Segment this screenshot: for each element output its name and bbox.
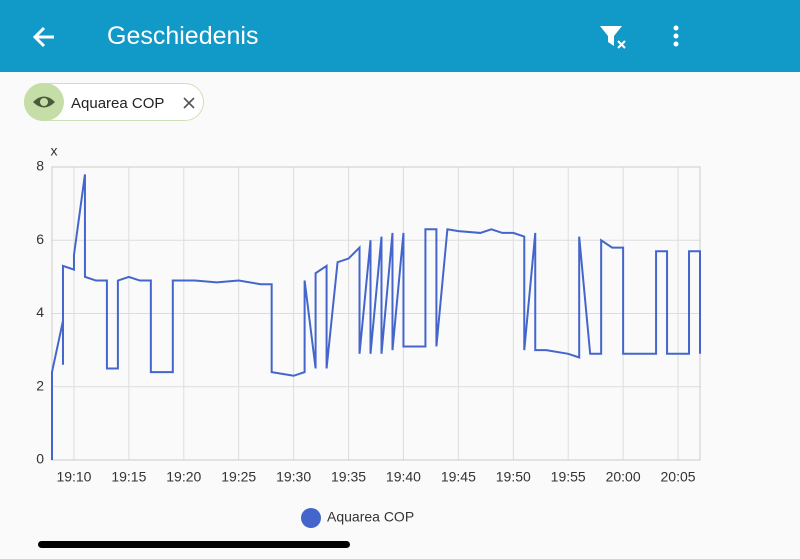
- title: Geschiedenis: [107, 22, 259, 50]
- back-button[interactable]: [32, 26, 54, 48]
- data-line: [51, 174, 701, 460]
- x-tick-label: 19:40: [386, 469, 421, 485]
- app-bar-icons: [32, 25, 679, 49]
- y-tick-label: 6: [36, 231, 44, 247]
- x-tick-label: 20:00: [606, 469, 641, 485]
- x-tick-label: 19:45: [441, 469, 476, 485]
- x-tick-label: 19:10: [56, 469, 91, 485]
- legend-label: Aquarea COP: [327, 509, 414, 525]
- x-tick-label: 19:35: [331, 469, 366, 485]
- x-tick-label: 20:05: [661, 469, 696, 485]
- filter-chip[interactable]: Aquarea COP: [24, 83, 204, 121]
- y-tick-label: 4: [36, 304, 44, 320]
- x-tick-label: 19:30: [276, 469, 311, 485]
- x-tick-label: 19:55: [551, 469, 586, 485]
- menu-button[interactable]: [673, 25, 679, 47]
- x-tick-label: 19:15: [111, 469, 146, 485]
- x-tick-label: 19:25: [221, 469, 256, 485]
- legend-swatch: [301, 508, 321, 528]
- x-tick-label: 19:20: [166, 469, 201, 485]
- y-tick-label: 0: [36, 451, 44, 467]
- app-bar: Geschiedenis: [0, 0, 800, 72]
- chip-remove[interactable]: [181, 95, 197, 111]
- y-tick-label: 2: [36, 377, 44, 393]
- filter-button[interactable]: [600, 26, 622, 46]
- visibility-toggle[interactable]: [24, 83, 64, 121]
- x-tick-label: 19:50: [496, 469, 531, 485]
- chip-label: Aquarea COP: [71, 95, 165, 112]
- filter-clear: [617, 40, 626, 49]
- y-axis-label: x: [51, 143, 58, 159]
- gesture-bar: [38, 541, 350, 548]
- y-tick-label: 8: [36, 158, 44, 174]
